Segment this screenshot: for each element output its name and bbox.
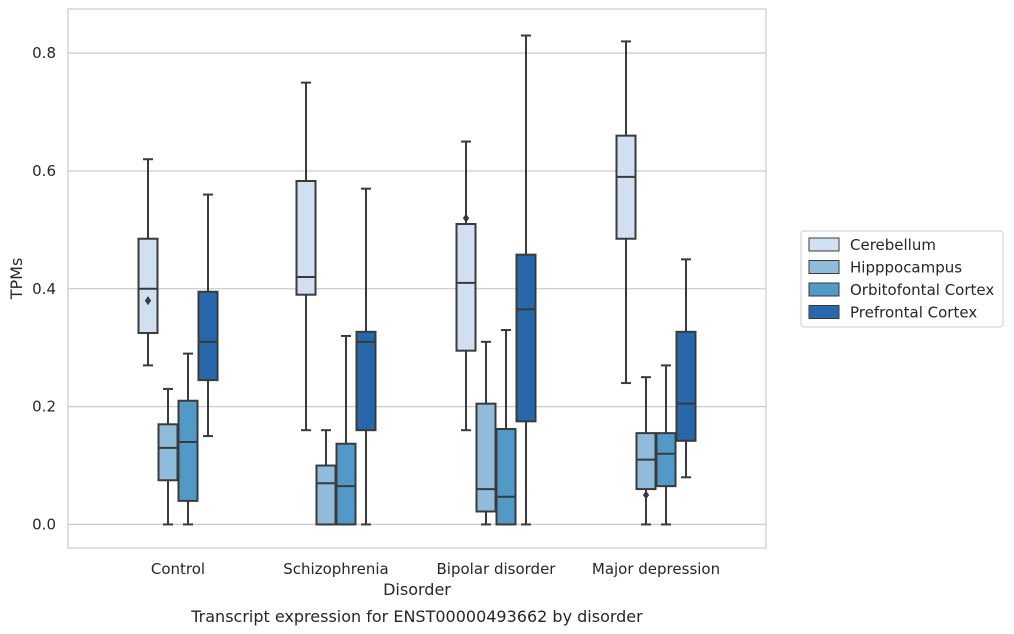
legend-label: Orbitofontal Cortex [850,281,994,299]
y-tick-label: 0.8 [32,44,56,62]
x-tick-label: Major depression [592,560,720,578]
plot-area-frame [67,8,767,549]
box-group [197,193,219,438]
box-iqr [455,223,477,352]
box-iqr [655,432,677,488]
box-iqr [635,432,657,491]
box-group [475,340,497,526]
x-tick-label: Bipolar disorder [437,560,557,578]
y-tick-label: 0.4 [32,280,56,298]
legend-frame [800,230,1004,328]
box-group [157,387,179,526]
legend-label: Cerebellum [850,236,936,254]
outlier-point [144,296,152,306]
box-iqr [177,399,199,502]
box-group [655,364,677,526]
box-group [515,34,537,526]
box-group [675,258,697,479]
box-iqr [515,253,537,423]
box-iqr [615,134,637,240]
box-iqr [197,290,219,382]
box-iqr [335,442,357,526]
legend-label: Hipppocampus [850,259,962,277]
legend-swatch [808,260,840,274]
x-axis-ticks: Control Schizophrenia Bipolar disorder Majo… [151,560,720,578]
box-group [615,40,637,385]
box-group [315,429,337,526]
y-tick-label: 0.0 [32,515,56,533]
box-group [635,376,657,526]
box-group [355,187,377,526]
y-tick-label: 0.2 [32,398,56,416]
box-iqr [295,180,317,296]
x-tick-label: Schizophrenia [283,560,388,578]
box-series [137,34,697,526]
box-iqr [157,423,179,482]
legend-items: Cerebellum Hipppocampus Orbitofontal Corte… [808,236,994,322]
box-iqr [495,428,517,526]
legend-swatch [808,282,840,297]
box-iqr [355,330,377,432]
x-axis-label: Disorder [383,580,451,599]
box-group [335,334,357,526]
legend-swatch [808,237,840,252]
y-axis-label: TPMs [7,258,26,301]
box-group [495,329,517,526]
box-group [295,81,317,432]
chart-caption: Transcript expression for ENST0000049366… [190,607,643,626]
legend-swatch [808,305,840,319]
y-tick-label: 0.6 [32,162,56,180]
box-iqr [315,464,337,526]
legend-label: Prefrontal Cortex [850,304,977,322]
box-iqr [137,237,159,334]
box-group [137,158,159,367]
box-group [177,352,199,526]
box-iqr [675,330,697,442]
outlier-point [462,213,470,223]
y-axis-ticks: 0.0 0.2 0.4 0.6 0.8 [32,44,56,533]
box-group [455,140,477,432]
box-iqr [475,402,497,513]
x-tick-label: Control [151,560,205,578]
outlier-point [642,490,650,500]
legend: Cerebellum Hipppocampus Orbitofontal Corte… [800,230,1004,328]
